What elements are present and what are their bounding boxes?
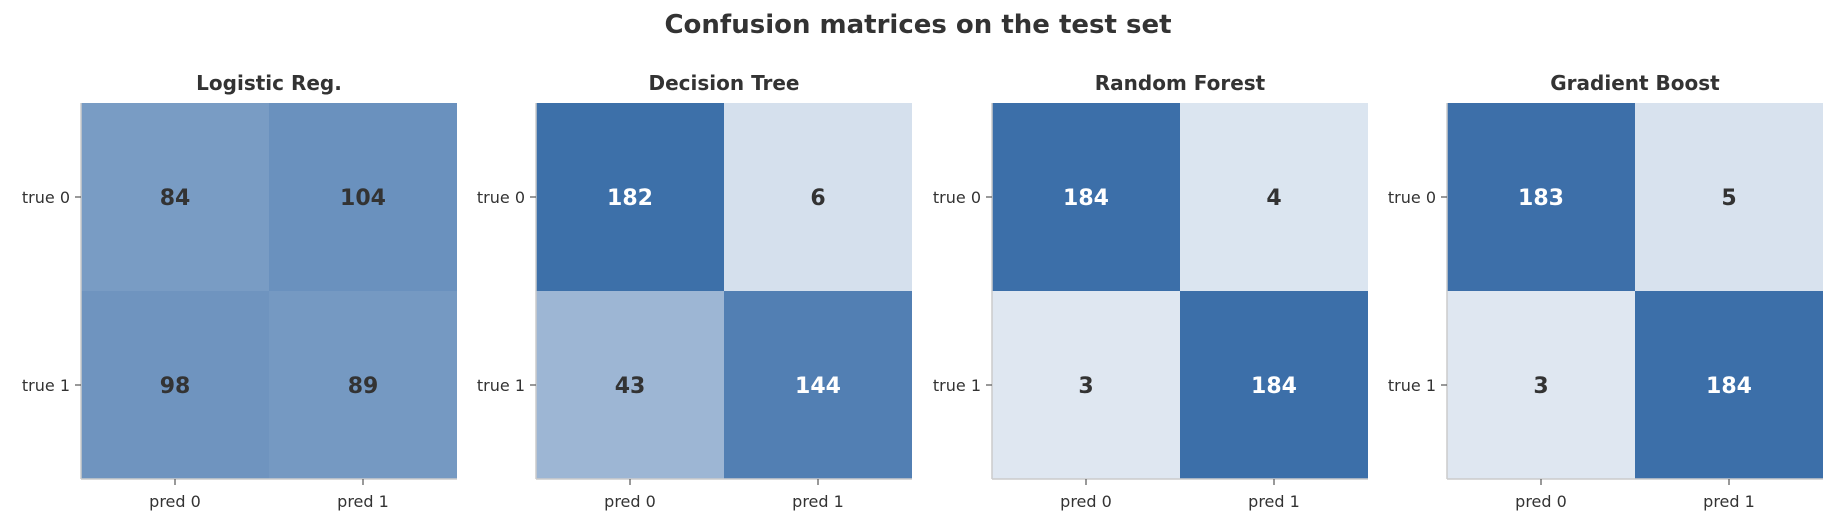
y-tick-label: true 0 — [933, 188, 981, 207]
heatmap-cell — [1635, 103, 1823, 291]
x-tick-label: pred 1 — [337, 492, 389, 511]
heatmap-cell — [992, 291, 1180, 479]
heatmap-cell — [1635, 291, 1823, 479]
heatmap-cell — [1447, 291, 1635, 479]
x-tick-label: pred 0 — [149, 492, 201, 511]
x-tick-label: pred 1 — [1248, 492, 1300, 511]
heatmap-cell — [724, 291, 912, 479]
cell-value-label: 144 — [795, 374, 841, 399]
cell-value-label: 89 — [348, 374, 379, 399]
x-tick-label: pred 0 — [1515, 492, 1567, 511]
heatmap-cell — [992, 103, 1180, 291]
panel-title: Decision Tree — [648, 71, 799, 95]
panel-title: Logistic Reg. — [196, 71, 342, 95]
cell-value-label: 5 — [1721, 186, 1736, 211]
cell-value-label: 43 — [615, 374, 646, 399]
cell-value-label: 4 — [1266, 186, 1281, 211]
y-tick-label: true 1 — [933, 376, 981, 395]
cell-value-label: 98 — [160, 374, 191, 399]
cell-value-label: 184 — [1251, 374, 1297, 399]
cell-value-label: 183 — [1518, 186, 1564, 211]
y-tick-label: true 0 — [1388, 188, 1436, 207]
panel-4: Gradient Boost 183 5 3 184 true 0 true 1 pred 0… — [1388, 71, 1823, 511]
panels: Logistic Reg. 84 104 98 89 true 0 true 1 pred 0… — [22, 71, 1823, 511]
cell-value-label: 84 — [160, 186, 191, 211]
panel-title: Random Forest — [1095, 71, 1266, 95]
figure-title: Confusion matrices on the test set — [664, 10, 1171, 40]
x-tick-label: pred 1 — [792, 492, 844, 511]
x-tick-label: pred 1 — [1703, 492, 1755, 511]
cell-value-label: 184 — [1706, 374, 1752, 399]
y-tick-label: true 1 — [22, 376, 70, 395]
heatmap-cell — [269, 103, 457, 291]
heatmap-cell — [269, 291, 457, 479]
y-tick-label: true 0 — [22, 188, 70, 207]
cell-value-label: 104 — [340, 186, 386, 211]
y-tick-label: true 1 — [477, 376, 525, 395]
cell-value-label: 6 — [810, 186, 825, 211]
heatmap-cell — [536, 103, 724, 291]
heatmap-cell — [81, 103, 269, 291]
heatmap-cell — [1180, 291, 1368, 479]
panel-3: Random Forest 184 4 3 184 true 0 true 1 pred 0 p… — [933, 71, 1368, 511]
y-tick-label: true 0 — [477, 188, 525, 207]
heatmap-cell — [1447, 103, 1635, 291]
x-tick-label: pred 0 — [1060, 492, 1112, 511]
heatmap-cell — [81, 291, 269, 479]
panel-title: Gradient Boost — [1550, 71, 1720, 95]
x-tick-label: pred 0 — [604, 492, 656, 511]
heatmap-cell — [724, 103, 912, 291]
y-tick-label: true 1 — [1388, 376, 1436, 395]
heatmap-cell — [1180, 103, 1368, 291]
heatmap-cell — [536, 291, 724, 479]
panel-2: Decision Tree 182 6 43 144 true 0 true 1 pred 0… — [477, 71, 912, 511]
cell-value-label: 184 — [1063, 186, 1109, 211]
panel-1: Logistic Reg. 84 104 98 89 true 0 true 1 pred 0… — [22, 71, 457, 511]
cell-value-label: 3 — [1078, 374, 1093, 399]
cell-value-label: 182 — [607, 186, 653, 211]
cell-value-label: 3 — [1533, 374, 1548, 399]
